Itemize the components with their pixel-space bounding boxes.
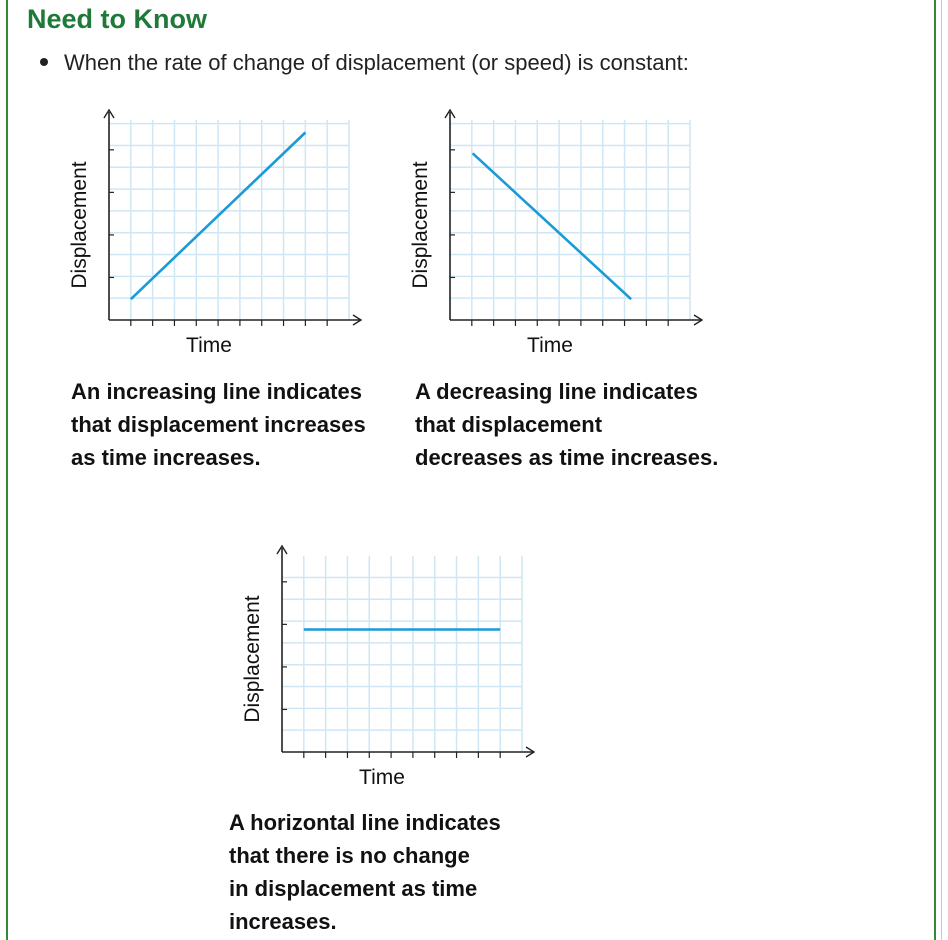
x-axis-label: Time [527,334,573,357]
decreasing-line-chart: Time Displacement [409,108,704,357]
decreasing-caption: A decreasing line indicates that displac… [415,379,719,470]
increasing-caption: An increasing line indicates that displa… [71,379,366,470]
y-axis-arrow-icon [276,544,288,555]
x-axis-arrow-icon [352,314,363,326]
bullet-item: When the rate of change of displacement … [40,50,689,76]
horizontal-line-chart: Time Displacement [241,544,536,789]
bullet-dot-icon [40,58,48,67]
y-axis-label: Displacement [409,161,432,288]
chart-grid [450,120,691,320]
y-axis-arrow-icon [103,108,115,119]
scroll-edge [941,0,942,940]
chart-grid [109,120,350,320]
x-axis-arrow-icon [693,314,704,326]
y-axis-label: Displacement [68,161,91,288]
horizontal-caption: A horizontal line indicates that there i… [229,810,501,934]
y-axis-label: Displacement [241,595,264,722]
chart-grid [282,556,523,752]
series-line [129,131,307,301]
x-axis-label: Time [359,766,405,789]
increasing-line-chart: Time Displacement [68,108,363,357]
x-axis-label: Time [186,334,232,357]
y-axis-arrow-icon [444,108,456,119]
panel-right-border [934,0,936,940]
x-axis-arrow-icon [525,746,536,758]
bullet-text: When the rate of change of displacement … [64,50,689,75]
series-line [471,152,633,301]
section-heading: Need to Know [27,4,207,34]
panel-left-border [6,0,8,940]
